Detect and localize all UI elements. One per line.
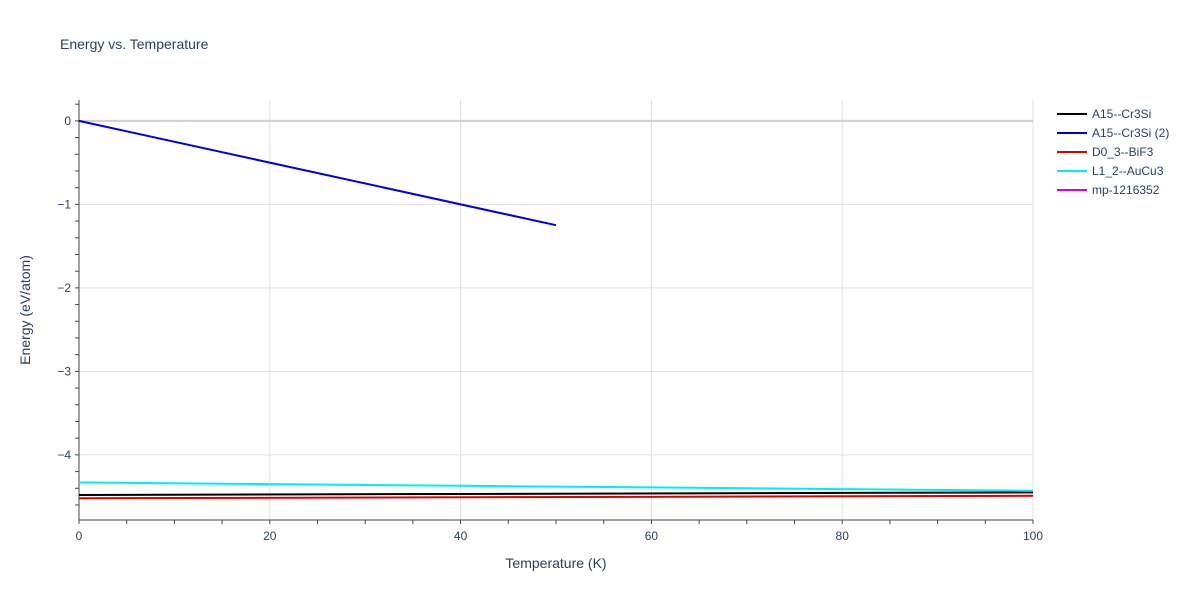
- x-tick-label: 100: [1023, 529, 1043, 543]
- legend: A15--Cr3Si A15--Cr3Si (2) D0_3--BiF3 L1_2--…: [1057, 107, 1169, 197]
- legend-label: mp-1216352: [1092, 183, 1160, 197]
- x-tick-label: 80: [836, 529, 850, 543]
- series-line: [78, 119, 557, 227]
- y-tick-label: 0: [64, 114, 71, 128]
- series-line: [78, 481, 1034, 492]
- legend-label: A15--Cr3Si (2): [1092, 126, 1169, 140]
- x-tick-label: 60: [645, 529, 659, 543]
- x-tick-label: 40: [454, 529, 468, 543]
- y-axis-title: Energy (eV/atom): [17, 255, 33, 365]
- x-tick-label: 0: [76, 529, 83, 543]
- y-tick-label: −3: [57, 364, 71, 378]
- legend-label: D0_3--BiF3: [1092, 145, 1154, 159]
- y-tick-label: −1: [57, 197, 71, 211]
- grid: [79, 100, 1034, 520]
- y-tick-label: −4: [57, 448, 71, 462]
- axes: [75, 100, 1034, 524]
- legend-label: L1_2--AuCu3: [1092, 164, 1164, 178]
- series-line: [78, 491, 1034, 496]
- legend-label: A15--Cr3Si: [1092, 107, 1151, 121]
- x-tick-label: 20: [263, 529, 277, 543]
- tick-labels: 0 20 40 60 80 100 0 −1 −2 −3 −4: [57, 114, 1043, 543]
- chart-title: Energy vs. Temperature: [60, 36, 209, 52]
- plot-area: [79, 100, 1033, 520]
- series-line: [78, 494, 1034, 500]
- series-lines: [78, 119, 1034, 500]
- y-tick-label: −2: [57, 281, 71, 295]
- x-axis-title: Temperature (K): [505, 555, 606, 571]
